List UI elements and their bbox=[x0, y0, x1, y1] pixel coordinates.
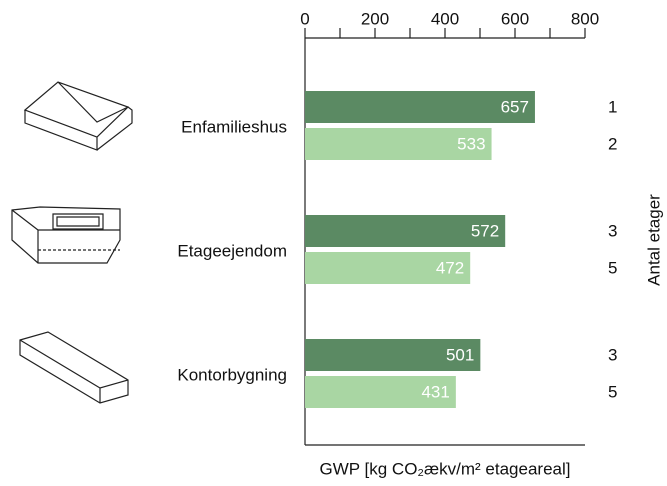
value-label: 501 bbox=[446, 345, 474, 364]
floor-label: 2 bbox=[608, 134, 617, 153]
bar bbox=[305, 91, 535, 123]
office-icon bbox=[19, 331, 129, 404]
x-tick-label: 600 bbox=[501, 9, 529, 28]
value-label: 472 bbox=[436, 258, 464, 277]
value-label: 572 bbox=[471, 221, 499, 240]
floor-label: 3 bbox=[608, 345, 617, 364]
x-tick-label: 800 bbox=[571, 9, 599, 28]
bar bbox=[305, 339, 481, 371]
y2-axis-label: Antal etager bbox=[644, 194, 663, 286]
x-tick-label: 0 bbox=[300, 9, 309, 28]
category-label: Kontorbygning bbox=[177, 365, 287, 384]
value-label: 657 bbox=[501, 97, 529, 116]
x-tick-label: 200 bbox=[361, 9, 389, 28]
value-label: 533 bbox=[457, 134, 485, 153]
bar bbox=[305, 376, 456, 408]
x-tick-label: 400 bbox=[431, 9, 459, 28]
bar bbox=[305, 215, 506, 247]
floor-label: 3 bbox=[608, 221, 617, 240]
bar bbox=[305, 128, 492, 160]
apartment-icon bbox=[11, 206, 121, 264]
value-label: 431 bbox=[421, 382, 449, 401]
x-axis-label: GWP [kg CO₂ækv/m² etageareal] bbox=[320, 459, 571, 478]
floor-label: 5 bbox=[608, 258, 617, 277]
category-label: Etageejendom bbox=[177, 241, 287, 260]
floor-label: 1 bbox=[608, 97, 617, 116]
bar bbox=[305, 252, 471, 284]
floor-label: 5 bbox=[608, 382, 617, 401]
category-label: Enfamilieshus bbox=[181, 117, 287, 136]
house-icon bbox=[23, 81, 133, 151]
